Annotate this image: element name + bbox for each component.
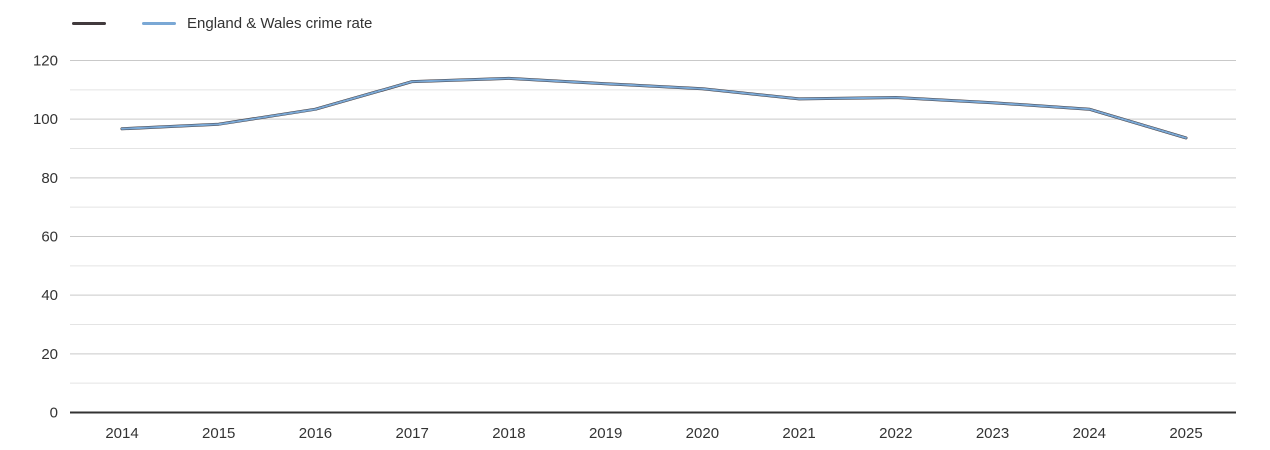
x-axis-tick-label: 2023 (976, 425, 1009, 442)
england-wales-series-line (121, 77, 1187, 139)
legend-label-england-wales: England & Wales crime rate (187, 15, 373, 32)
legend-item-england-wales[interactable]: England & Wales crime rate (142, 15, 372, 32)
y-axis-tick-label: 80 (41, 170, 58, 187)
region-series-line (120, 76, 1188, 140)
y-axis-tick-label: 100 (33, 111, 58, 128)
x-axis-tick-label: 2015 (202, 425, 235, 442)
legend-item-region[interactable] (72, 22, 117, 25)
x-axis-tick-label: 2016 (299, 425, 332, 442)
x-axis-tick-label: 2021 (782, 425, 815, 442)
x-axis-tick-label: 2019 (589, 425, 622, 442)
x-axis-tick-label: 2025 (1169, 425, 1202, 442)
legend-swatch-blue-line (142, 22, 176, 25)
x-axis-tick-label: 2017 (395, 425, 428, 442)
x-axis-tick-label: 2024 (1073, 425, 1106, 442)
x-axis-tick-label: 2020 (686, 425, 719, 442)
x-axis-tick-label: 2018 (492, 425, 525, 442)
x-axis-tick-label: 2014 (105, 425, 138, 442)
y-axis-tick-label: 120 (33, 53, 58, 70)
legend-swatch-dark-line (72, 22, 106, 25)
y-axis-tick-label: 40 (41, 287, 58, 304)
y-axis-tick-label: 20 (41, 346, 58, 363)
y-axis-tick-label: 0 (50, 405, 58, 422)
x-axis-tick-label: 2022 (879, 425, 912, 442)
chart-legend: England & Wales crime rate (72, 15, 372, 32)
y-axis-tick-label: 60 (41, 229, 58, 246)
